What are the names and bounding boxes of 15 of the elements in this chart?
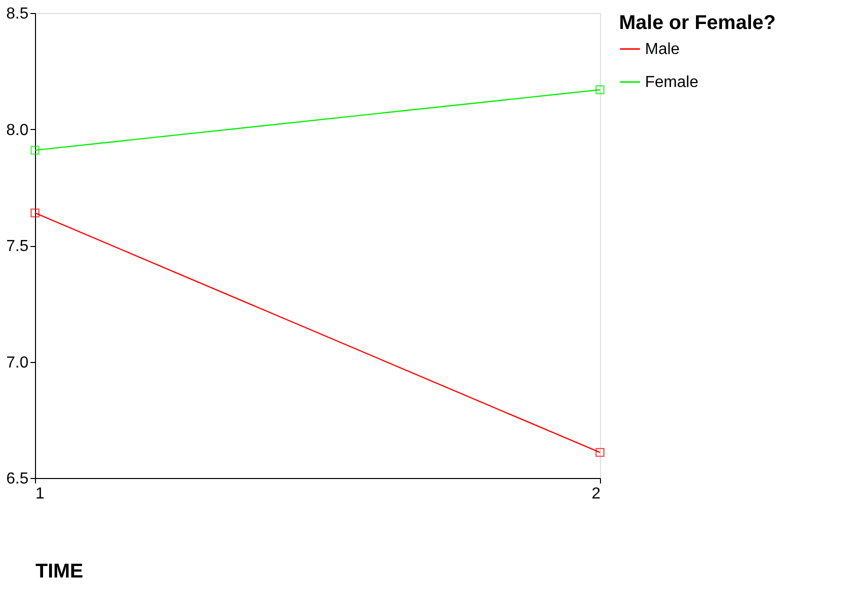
y-tick-label: 8.0	[6, 122, 29, 139]
x-tick-label: 2	[592, 486, 601, 502]
legend-title: Male or Female?	[619, 12, 776, 34]
y-tick-label: 7.0	[6, 354, 29, 372]
x-axis-title: TIME	[36, 560, 84, 582]
point	[30, 208, 40, 218]
y-tick-label: 7.5	[6, 238, 29, 255]
y-tick-label: 8.5	[6, 6, 29, 22]
point	[30, 146, 40, 155]
y-tick-label: 6.5	[6, 470, 29, 488]
legend-label: Male	[645, 41, 680, 58]
point	[596, 85, 604, 94]
point	[596, 448, 604, 457]
legend-label: Female	[645, 74, 698, 91]
x-tick-label: 1	[36, 486, 44, 502]
